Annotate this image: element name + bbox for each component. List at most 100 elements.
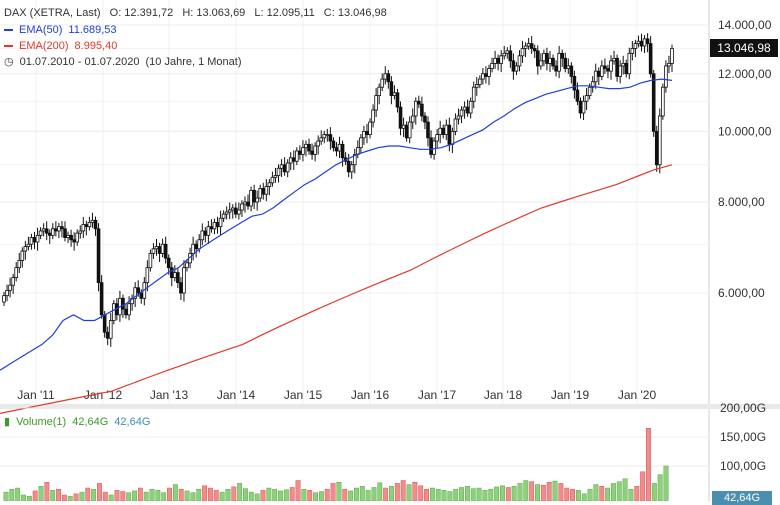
candle-body <box>319 137 324 142</box>
x-tick-label: Jan '14 <box>217 388 256 402</box>
x-tick-label: Jan '12 <box>84 388 123 402</box>
candle-body <box>282 164 287 173</box>
y-tick-label: 6.000,00 <box>718 286 765 300</box>
volume-bar <box>488 488 494 501</box>
candle-body <box>490 62 494 69</box>
candle-body <box>618 65 622 77</box>
volume-bar <box>172 484 178 501</box>
candle-body <box>191 243 195 254</box>
candle-body <box>624 62 629 75</box>
candle-body <box>304 143 308 149</box>
candle-body <box>505 50 510 54</box>
candle-body <box>606 68 610 72</box>
candle-body <box>441 127 446 136</box>
candle-body <box>328 134 333 142</box>
y-tick-label: 14.000,00 <box>718 18 772 32</box>
y-tick-label: 12.000,00 <box>718 67 772 81</box>
candle-body <box>160 243 165 254</box>
candle-body <box>173 272 177 278</box>
candle-body <box>221 213 226 219</box>
volume-bar <box>494 486 500 501</box>
volume-bar <box>114 490 120 501</box>
volume-bar <box>289 487 295 501</box>
candle-body <box>532 48 537 52</box>
candle-body <box>423 115 427 123</box>
volume-bar <box>143 491 149 501</box>
volume-bars-icon: ▮ <box>4 416 11 428</box>
volume-bar <box>237 483 243 501</box>
candle-body <box>249 189 253 207</box>
candle-body <box>63 228 67 238</box>
candle-body <box>612 57 616 62</box>
ema50-value: 11.689,53 <box>68 24 117 36</box>
candle-body <box>520 48 525 57</box>
volume-bar <box>231 486 237 501</box>
ohlc-close: C: 13.046,98 <box>323 7 387 19</box>
period-detail: (10 Jahre, 1 Monat) <box>145 56 242 68</box>
y-tick-label: 10.000,00 <box>718 124 772 138</box>
volume-bar <box>616 481 622 501</box>
candle-body <box>105 331 110 339</box>
candle-body <box>438 127 442 136</box>
candle-body <box>609 60 613 72</box>
candle-body <box>359 137 363 149</box>
candle-body <box>47 232 52 236</box>
candle-body <box>32 237 37 243</box>
volume-bar <box>599 486 605 501</box>
candle-body <box>554 65 558 72</box>
volume-bar <box>85 487 91 501</box>
candle-body <box>60 226 64 230</box>
candle-body <box>93 219 98 230</box>
candle-body <box>453 118 458 132</box>
candle-body <box>471 86 476 102</box>
candle-body <box>426 121 430 139</box>
candle-body <box>121 297 125 310</box>
candle-body <box>535 50 540 67</box>
volume-bar <box>564 487 570 501</box>
candle-body <box>26 243 31 247</box>
candle-body <box>404 124 409 139</box>
clock-icon: ◷ <box>4 56 14 68</box>
candle-body <box>468 100 473 114</box>
candle-body <box>108 320 113 339</box>
candle-body <box>51 228 55 236</box>
volume-bar <box>190 492 196 501</box>
candle-body <box>209 226 214 230</box>
volume-bar <box>272 488 278 501</box>
candle-body <box>157 246 162 254</box>
candle-body <box>331 140 336 149</box>
candle-body <box>148 253 153 269</box>
volume-bar <box>260 490 266 501</box>
candle-body <box>325 134 330 137</box>
candle-body <box>514 65 519 72</box>
volume-bar <box>348 490 354 501</box>
period-row: ◷ 01.07.2010 - 01.07.2020 (10 Jahre, 1 Mon… <box>4 55 248 69</box>
candle-body <box>551 57 555 67</box>
candle-body <box>569 65 574 77</box>
volume-bar <box>459 487 465 501</box>
volume-bar <box>447 491 453 501</box>
candle-body <box>197 239 202 250</box>
ema50-swatch-icon <box>4 29 13 32</box>
candle-body <box>575 89 580 102</box>
volume-bar <box>73 493 79 501</box>
candle-body <box>542 52 546 62</box>
x-tick-label: Jan '13 <box>150 388 189 402</box>
candle-body <box>517 55 522 67</box>
volume-bar <box>663 465 669 501</box>
candle-body <box>227 209 232 213</box>
x-tick-label: Jan '19 <box>551 388 590 402</box>
candle-body <box>301 147 305 155</box>
volume-bar <box>21 494 26 501</box>
candle-body <box>572 76 577 91</box>
volume-bar <box>651 483 657 501</box>
volume-bar <box>406 484 412 501</box>
candle-body <box>11 277 15 286</box>
candle-body <box>395 92 400 108</box>
candle-body <box>526 43 531 47</box>
ohlc-high: H: 13.063,69 <box>182 7 246 19</box>
chart-header-row1: DAX (XETRA, Last) O: 12.391,72 H: 13.063… <box>4 6 393 20</box>
volume-bar <box>377 482 383 501</box>
candle-body <box>2 295 6 303</box>
